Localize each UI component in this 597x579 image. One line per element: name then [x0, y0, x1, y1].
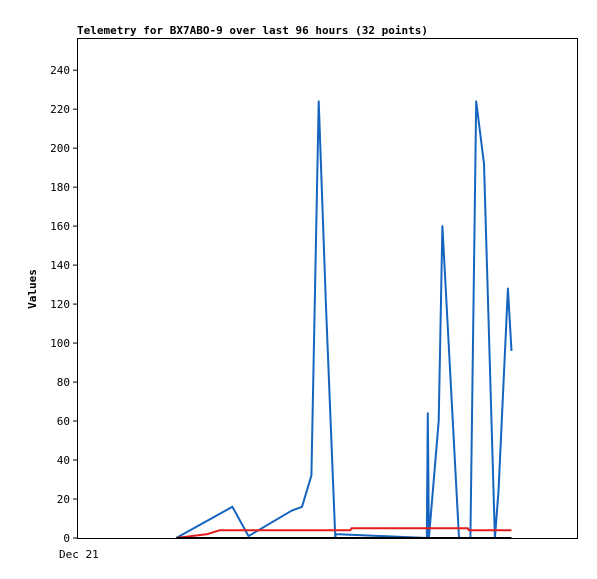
y-tick-label: 60 — [57, 415, 70, 428]
y-tick-label: 180 — [50, 181, 70, 194]
y-tick-label: 40 — [57, 454, 70, 467]
y-axis-label: Values — [26, 269, 39, 309]
y-tick-label: 160 — [50, 220, 70, 233]
y-tick-label: 20 — [57, 493, 70, 506]
y-axis: 0 20 40 60 80 100 120 140 160 180 200 220 240 — [50, 64, 78, 545]
y-tick-label: 200 — [50, 142, 70, 155]
chart-title: Telemetry for BX7ABO-9 over last 96 hour… — [77, 24, 428, 37]
y-tick-label: 240 — [50, 64, 70, 77]
series-line-1 — [175, 100, 513, 539]
x-tick-label: Dec 21 — [59, 548, 99, 561]
y-tick-label: 80 — [57, 376, 70, 389]
series-layer — [175, 100, 513, 539]
y-tick-label: 120 — [50, 298, 70, 311]
y-tick-label: 220 — [50, 103, 70, 116]
x-axis: Dec 21 — [59, 548, 99, 561]
y-tick-label: 140 — [50, 259, 70, 272]
series-line-2 — [176, 527, 512, 539]
y-tick-label: 100 — [50, 337, 70, 350]
y-tick-label: 0 — [63, 532, 70, 545]
